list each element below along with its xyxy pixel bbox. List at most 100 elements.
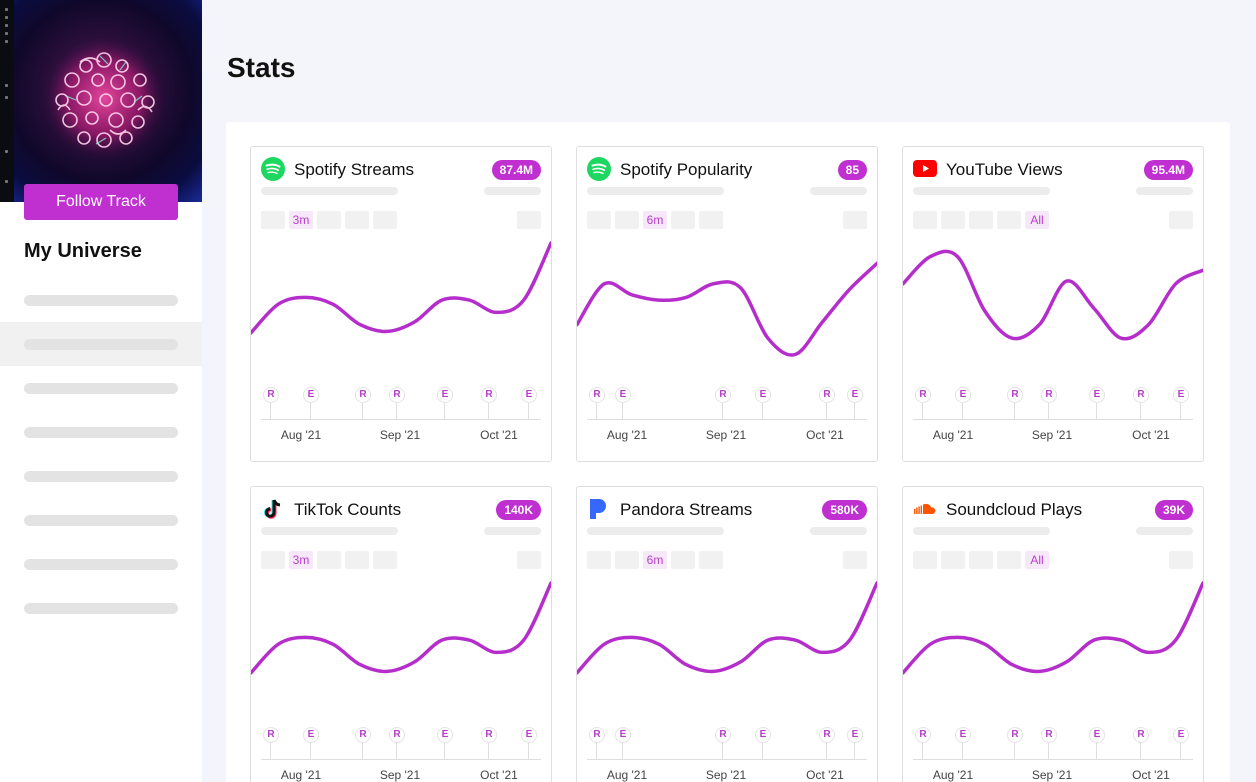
- range-selector: All: [913, 211, 1049, 229]
- event-marker[interactable]: R: [1041, 387, 1057, 419]
- sidebar-item[interactable]: [0, 278, 202, 322]
- stat-card[interactable]: Pandora Streams 580K 6m R E R E R E Aug '21 Sep '2…: [576, 486, 878, 782]
- event-marker[interactable]: E: [303, 727, 319, 759]
- event-marker[interactable]: R: [355, 727, 371, 759]
- event-marker[interactable]: R: [263, 387, 279, 419]
- event-marker[interactable]: R: [1007, 387, 1023, 419]
- event-marker[interactable]: R: [819, 727, 835, 759]
- event-marker[interactable]: E: [521, 387, 537, 419]
- range-button[interactable]: [969, 211, 993, 229]
- range-selector: 6m: [587, 211, 723, 229]
- event-marker[interactable]: R: [715, 387, 731, 419]
- sidebar-item[interactable]: [0, 322, 202, 366]
- range-button[interactable]: [671, 551, 695, 569]
- sidebar-item[interactable]: [0, 542, 202, 586]
- event-marker[interactable]: R: [1007, 727, 1023, 759]
- event-marker[interactable]: E: [955, 727, 971, 759]
- event-marker[interactable]: R: [481, 727, 497, 759]
- event-marker[interactable]: E: [1089, 387, 1105, 419]
- follow-track-button[interactable]: Follow Track: [24, 184, 178, 220]
- range-button[interactable]: [345, 211, 369, 229]
- event-marker-label: R: [1133, 727, 1149, 743]
- event-marker[interactable]: E: [755, 727, 771, 759]
- range-button-selected[interactable]: 3m: [289, 551, 313, 569]
- range-button[interactable]: [261, 211, 285, 229]
- chart-options-button[interactable]: [517, 551, 541, 569]
- event-marker[interactable]: E: [847, 727, 863, 759]
- range-button-selected[interactable]: All: [1025, 211, 1049, 229]
- chart-options-button[interactable]: [1169, 551, 1193, 569]
- stat-card[interactable]: Spotify Streams 87.4M 3m R E R R E R E Aug '21 Sep …: [250, 146, 552, 462]
- event-marker[interactable]: E: [1173, 727, 1189, 759]
- sidebar-item[interactable]: [0, 410, 202, 454]
- stat-card[interactable]: Soundcloud Plays 39K All R E R R E R E Aug '21 Sep …: [902, 486, 1204, 782]
- sidebar-item[interactable]: [0, 366, 202, 410]
- chart-options-button[interactable]: [1169, 211, 1193, 229]
- range-button-selected[interactable]: All: [1025, 551, 1049, 569]
- event-marker[interactable]: R: [355, 387, 371, 419]
- event-marker[interactable]: E: [303, 387, 319, 419]
- range-button[interactable]: [913, 551, 937, 569]
- event-marker[interactable]: E: [615, 727, 631, 759]
- event-marker[interactable]: E: [437, 387, 453, 419]
- range-button-selected[interactable]: 6m: [643, 551, 667, 569]
- event-marker[interactable]: R: [481, 387, 497, 419]
- range-button[interactable]: [671, 211, 695, 229]
- event-marker[interactable]: E: [521, 727, 537, 759]
- range-button[interactable]: [317, 211, 341, 229]
- range-button-selected[interactable]: 3m: [289, 211, 313, 229]
- event-marker[interactable]: E: [437, 727, 453, 759]
- event-marker[interactable]: R: [915, 727, 931, 759]
- event-marker[interactable]: R: [1133, 387, 1149, 419]
- range-button[interactable]: [941, 551, 965, 569]
- range-button[interactable]: [261, 551, 285, 569]
- event-marker[interactable]: R: [263, 727, 279, 759]
- event-marker[interactable]: E: [955, 387, 971, 419]
- event-marker[interactable]: E: [847, 387, 863, 419]
- chart-options-button[interactable]: [843, 211, 867, 229]
- chart-options-button[interactable]: [843, 551, 867, 569]
- range-button[interactable]: [699, 551, 723, 569]
- range-button[interactable]: [615, 551, 639, 569]
- range-button[interactable]: [373, 551, 397, 569]
- event-marker[interactable]: R: [389, 387, 405, 419]
- stat-card[interactable]: Spotify Popularity 85 6m R E R E R E Aug '21 Sep '…: [576, 146, 878, 462]
- range-button[interactable]: [699, 211, 723, 229]
- event-marker[interactable]: R: [589, 727, 605, 759]
- range-button[interactable]: [615, 211, 639, 229]
- event-marker[interactable]: R: [589, 387, 605, 419]
- event-marker[interactable]: E: [1173, 387, 1189, 419]
- stat-card[interactable]: TikTok Counts 140K 3m R E R R E R E Aug '21 Sep '21…: [250, 486, 552, 782]
- chart-options-button[interactable]: [517, 211, 541, 229]
- stat-card[interactable]: YouTube Views 95.4M All R E R R E R E Aug '21 Sep '…: [902, 146, 1204, 462]
- event-marker[interactable]: R: [715, 727, 731, 759]
- range-button[interactable]: [997, 551, 1021, 569]
- sidebar-item[interactable]: [0, 454, 202, 498]
- event-marker-label: E: [521, 387, 537, 403]
- event-marker[interactable]: R: [915, 387, 931, 419]
- sidebar-item-placeholder: [24, 295, 178, 306]
- range-button[interactable]: [373, 211, 397, 229]
- event-marker[interactable]: R: [1041, 727, 1057, 759]
- range-button-selected[interactable]: 6m: [643, 211, 667, 229]
- trend-line: [903, 581, 1203, 675]
- range-button[interactable]: [587, 551, 611, 569]
- sidebar-item[interactable]: [0, 498, 202, 542]
- sidebar-item[interactable]: [0, 586, 202, 630]
- event-marker[interactable]: E: [1089, 727, 1105, 759]
- event-marker[interactable]: R: [819, 387, 835, 419]
- event-marker[interactable]: E: [755, 387, 771, 419]
- range-button[interactable]: [345, 551, 369, 569]
- page-title: Stats: [227, 52, 296, 83]
- range-button[interactable]: [317, 551, 341, 569]
- event-marker[interactable]: E: [615, 387, 631, 419]
- range-button[interactable]: [941, 211, 965, 229]
- range-button[interactable]: [969, 551, 993, 569]
- event-marker-label: E: [955, 727, 971, 743]
- x-tick-label: Oct '21: [806, 768, 844, 782]
- range-button[interactable]: [587, 211, 611, 229]
- event-marker[interactable]: R: [389, 727, 405, 759]
- range-button[interactable]: [913, 211, 937, 229]
- range-button[interactable]: [997, 211, 1021, 229]
- event-marker[interactable]: R: [1133, 727, 1149, 759]
